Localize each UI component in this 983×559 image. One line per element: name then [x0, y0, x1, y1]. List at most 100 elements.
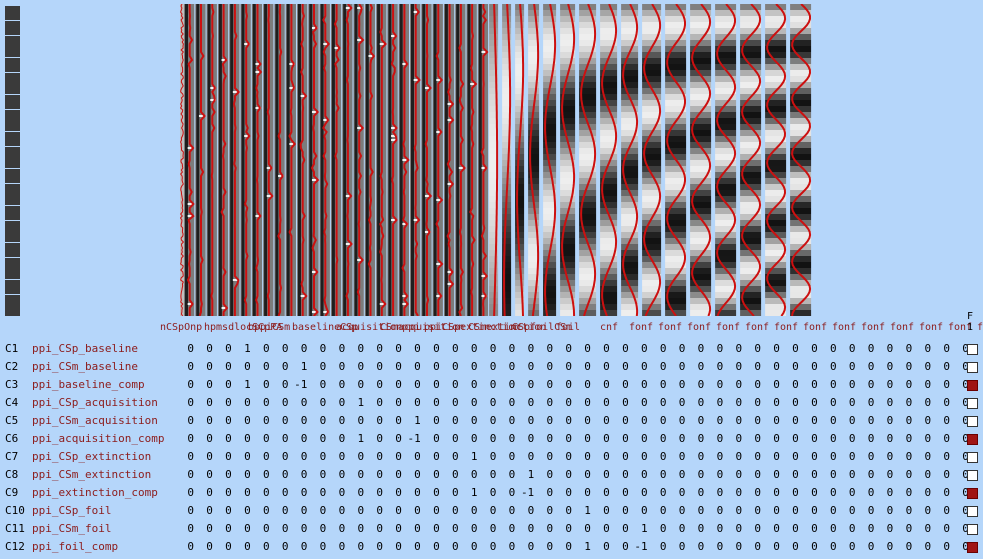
scan-block [5, 272, 20, 280]
contrast-name[interactable]: ppi_CSm_foil [32, 522, 112, 535]
ftest-checkbox[interactable] [967, 380, 978, 391]
scan-block [5, 20, 20, 28]
contrast-weight: 0 [489, 540, 497, 553]
contrast-weight: 0 [395, 450, 402, 463]
contrast-weight: 0 [244, 540, 251, 553]
contrast-weight: 0 [886, 522, 894, 535]
contrast-weight: 0 [603, 540, 610, 553]
contrast-row[interactable]: C12 ppi_foil_comp 0 0 0 0 0 0 0 0 0 0 0 0 0 0 0 0 0 0 0 0 0 1 0 0… [0, 538, 983, 556]
contrast-name[interactable]: ppi_CSm_extinction [32, 468, 152, 481]
ftest-checkbox[interactable] [967, 452, 978, 463]
contrast-row[interactable]: C6 ppi_acquisition_comp 0 0 0 0 0 0 0 0 0 1 0 0 -1 0 0 0 0… [0, 430, 983, 448]
contrast-weight: 0 [376, 342, 383, 355]
regressor-column [195, 4, 206, 316]
contrast-weight: 0 [489, 468, 497, 481]
scan-block [5, 191, 20, 198]
scan-block [5, 220, 20, 228]
contrast-weight: 0 [225, 504, 232, 517]
contrast-name[interactable]: ppi_CSp_extinction [32, 450, 152, 463]
contrast-weight: 0 [754, 342, 761, 355]
contrast-row[interactable]: C5 ppi_CSm_acquisition 0 0 0 0 0 0 0 0 0 0 0 0 1 0 0 0 0 0 0… [0, 412, 983, 430]
contrast-weight: 0 [735, 396, 743, 409]
contrast-weight: 0 [451, 540, 459, 553]
contrast-name[interactable]: ppi_CSp_baseline [32, 342, 138, 355]
ftest-checkbox[interactable] [967, 470, 978, 481]
contrast-weight: 0 [924, 396, 932, 409]
regressor-column [376, 4, 387, 316]
contrast-name[interactable]: ppi_CSm_baseline [32, 360, 138, 373]
contrast-weight: 0 [848, 432, 856, 445]
contrast-weight: 0 [395, 486, 402, 499]
scan-block [5, 279, 20, 287]
contrast-weight: 0 [489, 504, 497, 517]
contrast-weight: 0 [451, 414, 459, 427]
contrast-weight: 0 [640, 468, 648, 481]
contrast-weight: 0 [962, 540, 969, 553]
contrast-weight: 0 [206, 468, 213, 481]
contrast-weight: 0 [886, 504, 894, 517]
contrast-row[interactable]: C11 ppi_CSm_foil 0 0 0 0 0 0 0 0 0 0 0 0 0 0 0 0 0 0 0 0 0 0 0 0 1… [0, 520, 983, 538]
contrast-row[interactable]: C4 ppi_CSp_acquisition 0 0 0 0 0 0 0 0 0 1 0 0 0 0 0 0 0 0 0… [0, 394, 983, 412]
contrast-row[interactable]: C9 ppi_extinction_comp 0 0 0 0 0 0 0 0 0 0 0 0 0 0 0 1 0 0-… [0, 484, 983, 502]
regressor-label: fonf [861, 322, 886, 333]
contrast-row[interactable]: C2 ppi_CSm_baseline 0 0 0 0 0 0 1 0 0 0 0 0 0 0 0 0 0 0 0 0 0 0… [0, 358, 983, 376]
contrast-weight: 0 [357, 486, 365, 499]
contrast-weight: 0 [962, 504, 969, 517]
contrast-row[interactable]: C1 ppi_CSp_baseline 0 0 0 1 0 0 0 0 0 0 0 0 0 0 0 0 0 0 0 0 0 0… [0, 340, 983, 358]
contrast-weight: 0 [433, 504, 440, 517]
scan-block [5, 87, 20, 95]
contrast-weight: 0 [811, 504, 818, 517]
contrast-weight: 0 [414, 378, 421, 391]
contrast-weight: 0 [943, 432, 950, 445]
regressor-label: acquisitionppi [336, 322, 421, 333]
contrast-name[interactable]: ppi_baseline_comp [32, 378, 145, 391]
contrast-weight: 0 [678, 450, 686, 463]
contrast-weight: 0 [319, 396, 327, 409]
contrast-weight: 0 [773, 522, 780, 535]
contrast-weight: 0 [206, 414, 213, 427]
contrast-weight: 0 [716, 468, 724, 481]
contrast-weight: 0 [489, 486, 497, 499]
contrast-row[interactable]: C10 ppi_CSp_foil 0 0 0 0 0 0 0 0 0 0 0 0 0 0 0 0 0 0 0 0 0 1 0 0 0… [0, 502, 983, 520]
contrast-weight: 0 [395, 432, 402, 445]
contrast-name[interactable]: ppi_acquisition_comp [32, 432, 165, 445]
contrast-weight: 0 [414, 360, 421, 373]
contrast-weight: 0 [848, 504, 856, 517]
contrast-name[interactable]: ppi_extinction_comp [32, 486, 158, 499]
contrast-weight: 0 [225, 486, 232, 499]
ftest-checkbox[interactable] [967, 506, 978, 517]
ftest-checkbox[interactable] [967, 362, 978, 373]
contrast-weight: 1 [640, 522, 648, 535]
contrast-weight: 0 [395, 522, 402, 535]
contrast-weight: 0 [678, 522, 686, 535]
contrast-weight: 0 [735, 522, 743, 535]
contrast-name[interactable]: ppi_foil_comp [32, 540, 119, 553]
contrast-weight: 0 [792, 432, 799, 445]
contrast-weight: 0 [603, 522, 610, 535]
contrast-weight: 0 [546, 486, 554, 499]
contrast-weight: 0 [924, 450, 932, 463]
ftest-checkbox[interactable] [967, 524, 978, 535]
contrast-name[interactable]: ppi_CSp_acquisition [32, 396, 158, 409]
ftest-checkbox[interactable] [967, 416, 978, 427]
ftest-checkbox[interactable] [967, 398, 978, 409]
contrast-weight: 0 [433, 396, 440, 409]
regressor-label: foil [556, 322, 581, 333]
contrast-row[interactable]: C7 ppi_CSp_extinction 0 0 0 0 0 0 0 0 0 0 0 0 0 0 0 1 0 0 0 0… [0, 448, 983, 466]
contrast-weight: 0 [244, 396, 251, 409]
ftest-checkbox[interactable] [967, 344, 978, 355]
contrast-weight: 0 [829, 540, 837, 553]
contrast-weight: 0 [659, 378, 667, 391]
contrast-weight: 0 [754, 432, 761, 445]
ftest-checkbox[interactable] [967, 434, 978, 445]
contrast-row[interactable]: C8 ppi_CSm_extinction 0 0 0 0 0 0 0 0 0 0 0 0 0 0 0 0 0 0 1 0… [0, 466, 983, 484]
contrast-name[interactable]: ppi_CSp_foil [32, 504, 112, 517]
contrast-row[interactable]: C3 ppi_baseline_comp 0 0 0 1 0 0 -1 0 0 0 0 0 0 0 0 0 0 0 0 0… [0, 376, 983, 394]
contrast-weight: 0 [659, 360, 667, 373]
ftest-checkbox[interactable] [967, 542, 978, 553]
contrast-name[interactable]: ppi_CSm_acquisition [32, 414, 158, 427]
ftest-checkbox[interactable] [967, 488, 978, 499]
scan-block [5, 131, 20, 139]
scan-block [5, 57, 20, 65]
contrast-weight: 0 [527, 378, 535, 391]
